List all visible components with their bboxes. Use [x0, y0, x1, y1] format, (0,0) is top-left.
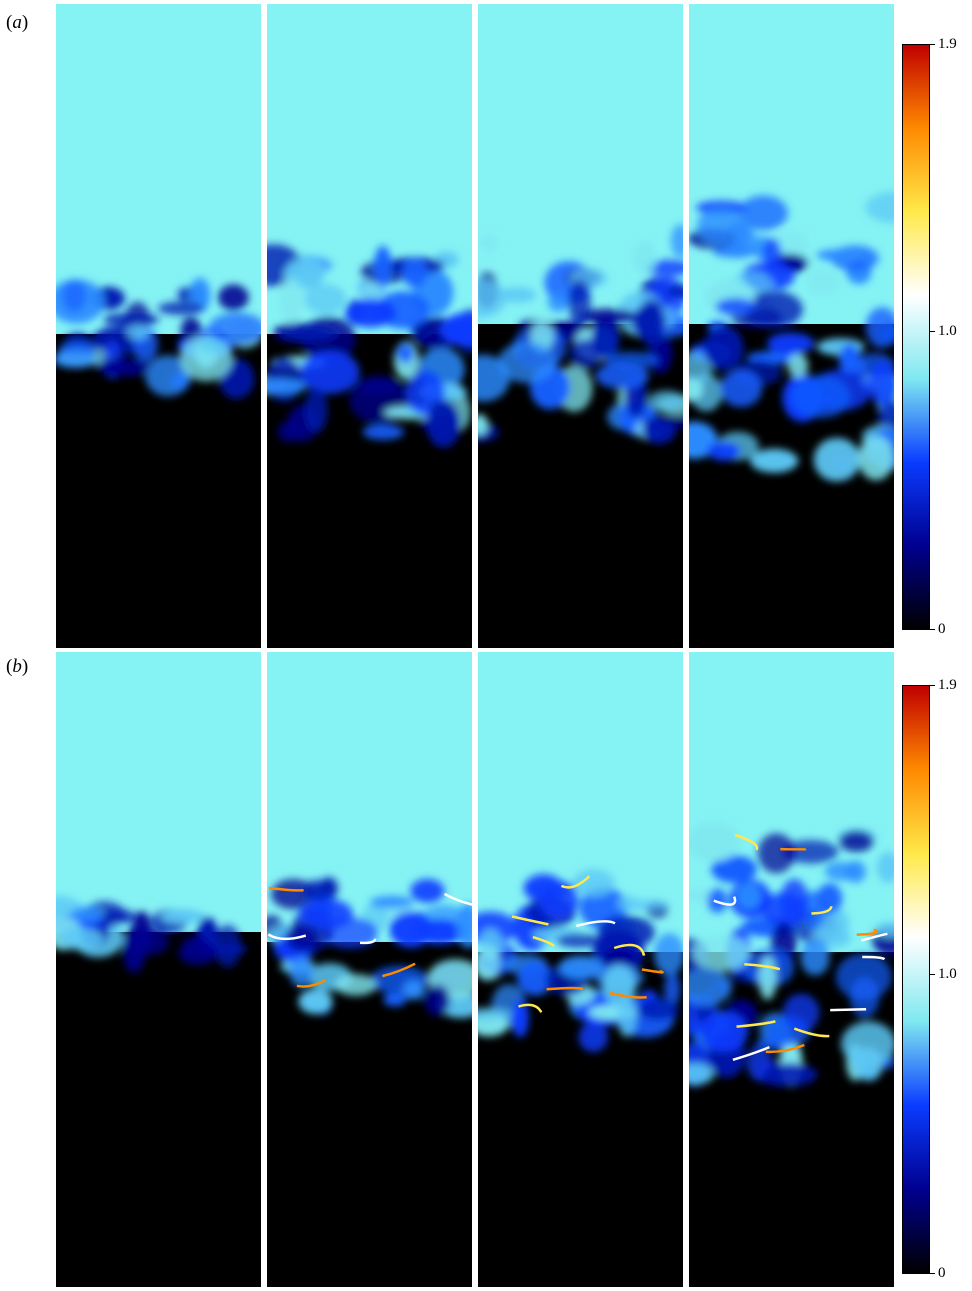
panel-b-field-3	[478, 652, 683, 1052]
panel-b-colorbar-mid-label: 1.0	[938, 966, 957, 982]
panel-a-letter: a	[12, 12, 22, 33]
panel-a-field-4	[689, 4, 894, 482]
panel-b-letter: b	[12, 656, 22, 677]
panel-a-field-1	[56, 4, 261, 399]
panel-a-colorbar-max-label: 1.9	[938, 36, 957, 52]
panel-b-field-2	[267, 652, 472, 1018]
panel-b-frame-2	[267, 652, 472, 1287]
panel-a-colorbar-tick-max	[930, 44, 935, 45]
panel-b-colorbar-tick-min	[930, 1273, 935, 1274]
panel-b-frame-3	[478, 652, 683, 1287]
panel-a-field-3	[478, 4, 683, 444]
panel-b-colorbar-tick-mid	[930, 974, 935, 975]
panel-b-field-1	[56, 652, 261, 973]
panel-b-frame-4	[689, 652, 894, 1287]
panel-b-colorbar-tick-max	[930, 685, 935, 686]
panel-a-colorbar-tick-mid	[930, 331, 935, 332]
panel-a-frame-1	[56, 4, 261, 648]
panel-a-frame-4	[689, 4, 894, 648]
panel-a-colorbar-tick-min	[930, 629, 935, 630]
panel-b-colorbar	[902, 685, 930, 1274]
panel-b-colorbar-min-label: 0	[938, 1265, 946, 1281]
panel-a-frame-2	[267, 4, 472, 648]
panel-a-field-2	[267, 4, 472, 448]
panel-a-label: (a)	[6, 12, 29, 33]
panel-a-colorbar-mid-label: 1.0	[938, 323, 957, 339]
panel-b-colorbar-max-label: 1.9	[938, 677, 957, 693]
panel-a-colorbar-min-label: 0	[938, 621, 946, 637]
panel-b-label: (b)	[6, 656, 29, 677]
panel-a-frame-3	[478, 4, 683, 648]
panel-b-frame-1	[56, 652, 261, 1287]
panel-a-colorbar	[902, 44, 930, 630]
panel-b-field-4	[689, 652, 894, 1087]
